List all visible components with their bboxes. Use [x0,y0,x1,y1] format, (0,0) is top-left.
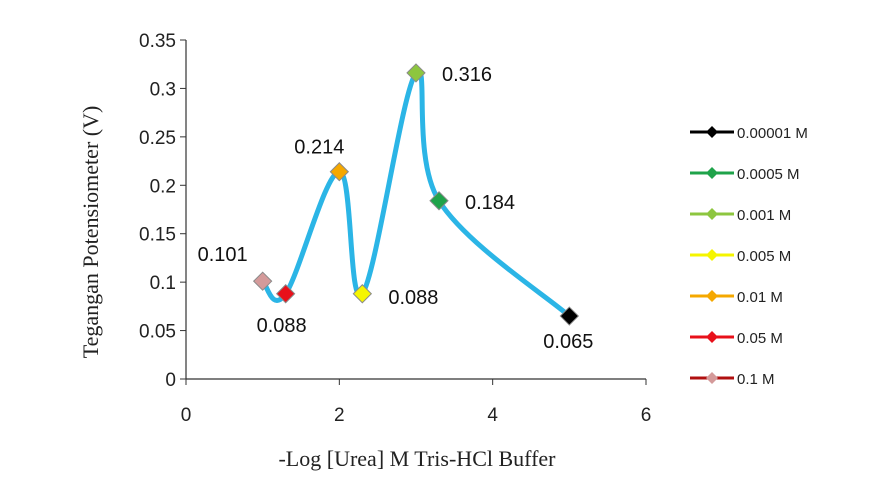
legend-marker [706,372,718,384]
data-labels-layer: 0.065 0.184 0.316 0.088 0.214 0.088 0.101 [198,64,594,353]
series-line [260,68,572,319]
data-point-marker [329,162,350,182]
data-label: 0.101 [198,244,248,266]
legend-marker [706,331,718,343]
data-point-marker [252,271,273,291]
legend: 0.00001 M 0.0005 M 0.001 M 0.005 M 0.01 M 0.0… [690,125,808,388]
data-point-marker [352,284,373,304]
y-tick-label: 0.05 [139,322,176,343]
data-label: 0.088 [388,287,438,309]
legend-label: 0.1 M [737,371,775,388]
data-label: 0.065 [543,331,593,353]
data-point-marker [275,284,296,304]
y-tick-label: 0.35 [139,31,176,52]
y-tick-label: 0 [165,370,176,391]
legend-marker [706,167,718,179]
data-label: 0.214 [294,137,344,159]
y-axis-title: Tegangan Potensiometer (V) [78,106,103,359]
legend-label: 0.005 M [737,248,791,265]
y-tick-label: 0.3 [150,79,176,100]
data-label: 0.316 [442,64,492,86]
y-tick-label: 0.25 [139,128,176,149]
axes-layer: 0 0.05 0.1 0.15 0.2 0.25 0.3 0.35 0 2 4 6 [139,31,651,426]
legend-label: 0.0005 M [737,166,800,183]
legend-marker [706,249,718,261]
y-tick-label: 0.15 [139,225,176,246]
x-tick-label: 6 [641,405,652,426]
data-point-marker [559,306,580,326]
legend-marker [706,290,718,302]
y-tick-label: 0.1 [150,273,176,294]
data-point-marker [429,191,449,211]
x-tick-label: 4 [487,405,498,426]
legend-label: 0.001 M [737,207,791,224]
data-label: 0.088 [257,315,307,337]
legend-label: 0.00001 M [737,125,808,142]
y-tick-label: 0.2 [150,176,176,197]
x-tick-label: 2 [334,405,345,426]
legend-label: 0.01 M [737,289,783,306]
x-axis-title: -Log [Urea] M Tris-HCl Buffer [278,446,556,471]
legend-label: 0.05 M [737,330,783,347]
data-label: 0.184 [465,192,515,214]
markers-layer [252,63,580,326]
legend-marker [706,126,718,138]
data-point-marker [406,63,426,83]
legend-marker [706,208,718,220]
x-tick-label: 0 [181,405,192,426]
